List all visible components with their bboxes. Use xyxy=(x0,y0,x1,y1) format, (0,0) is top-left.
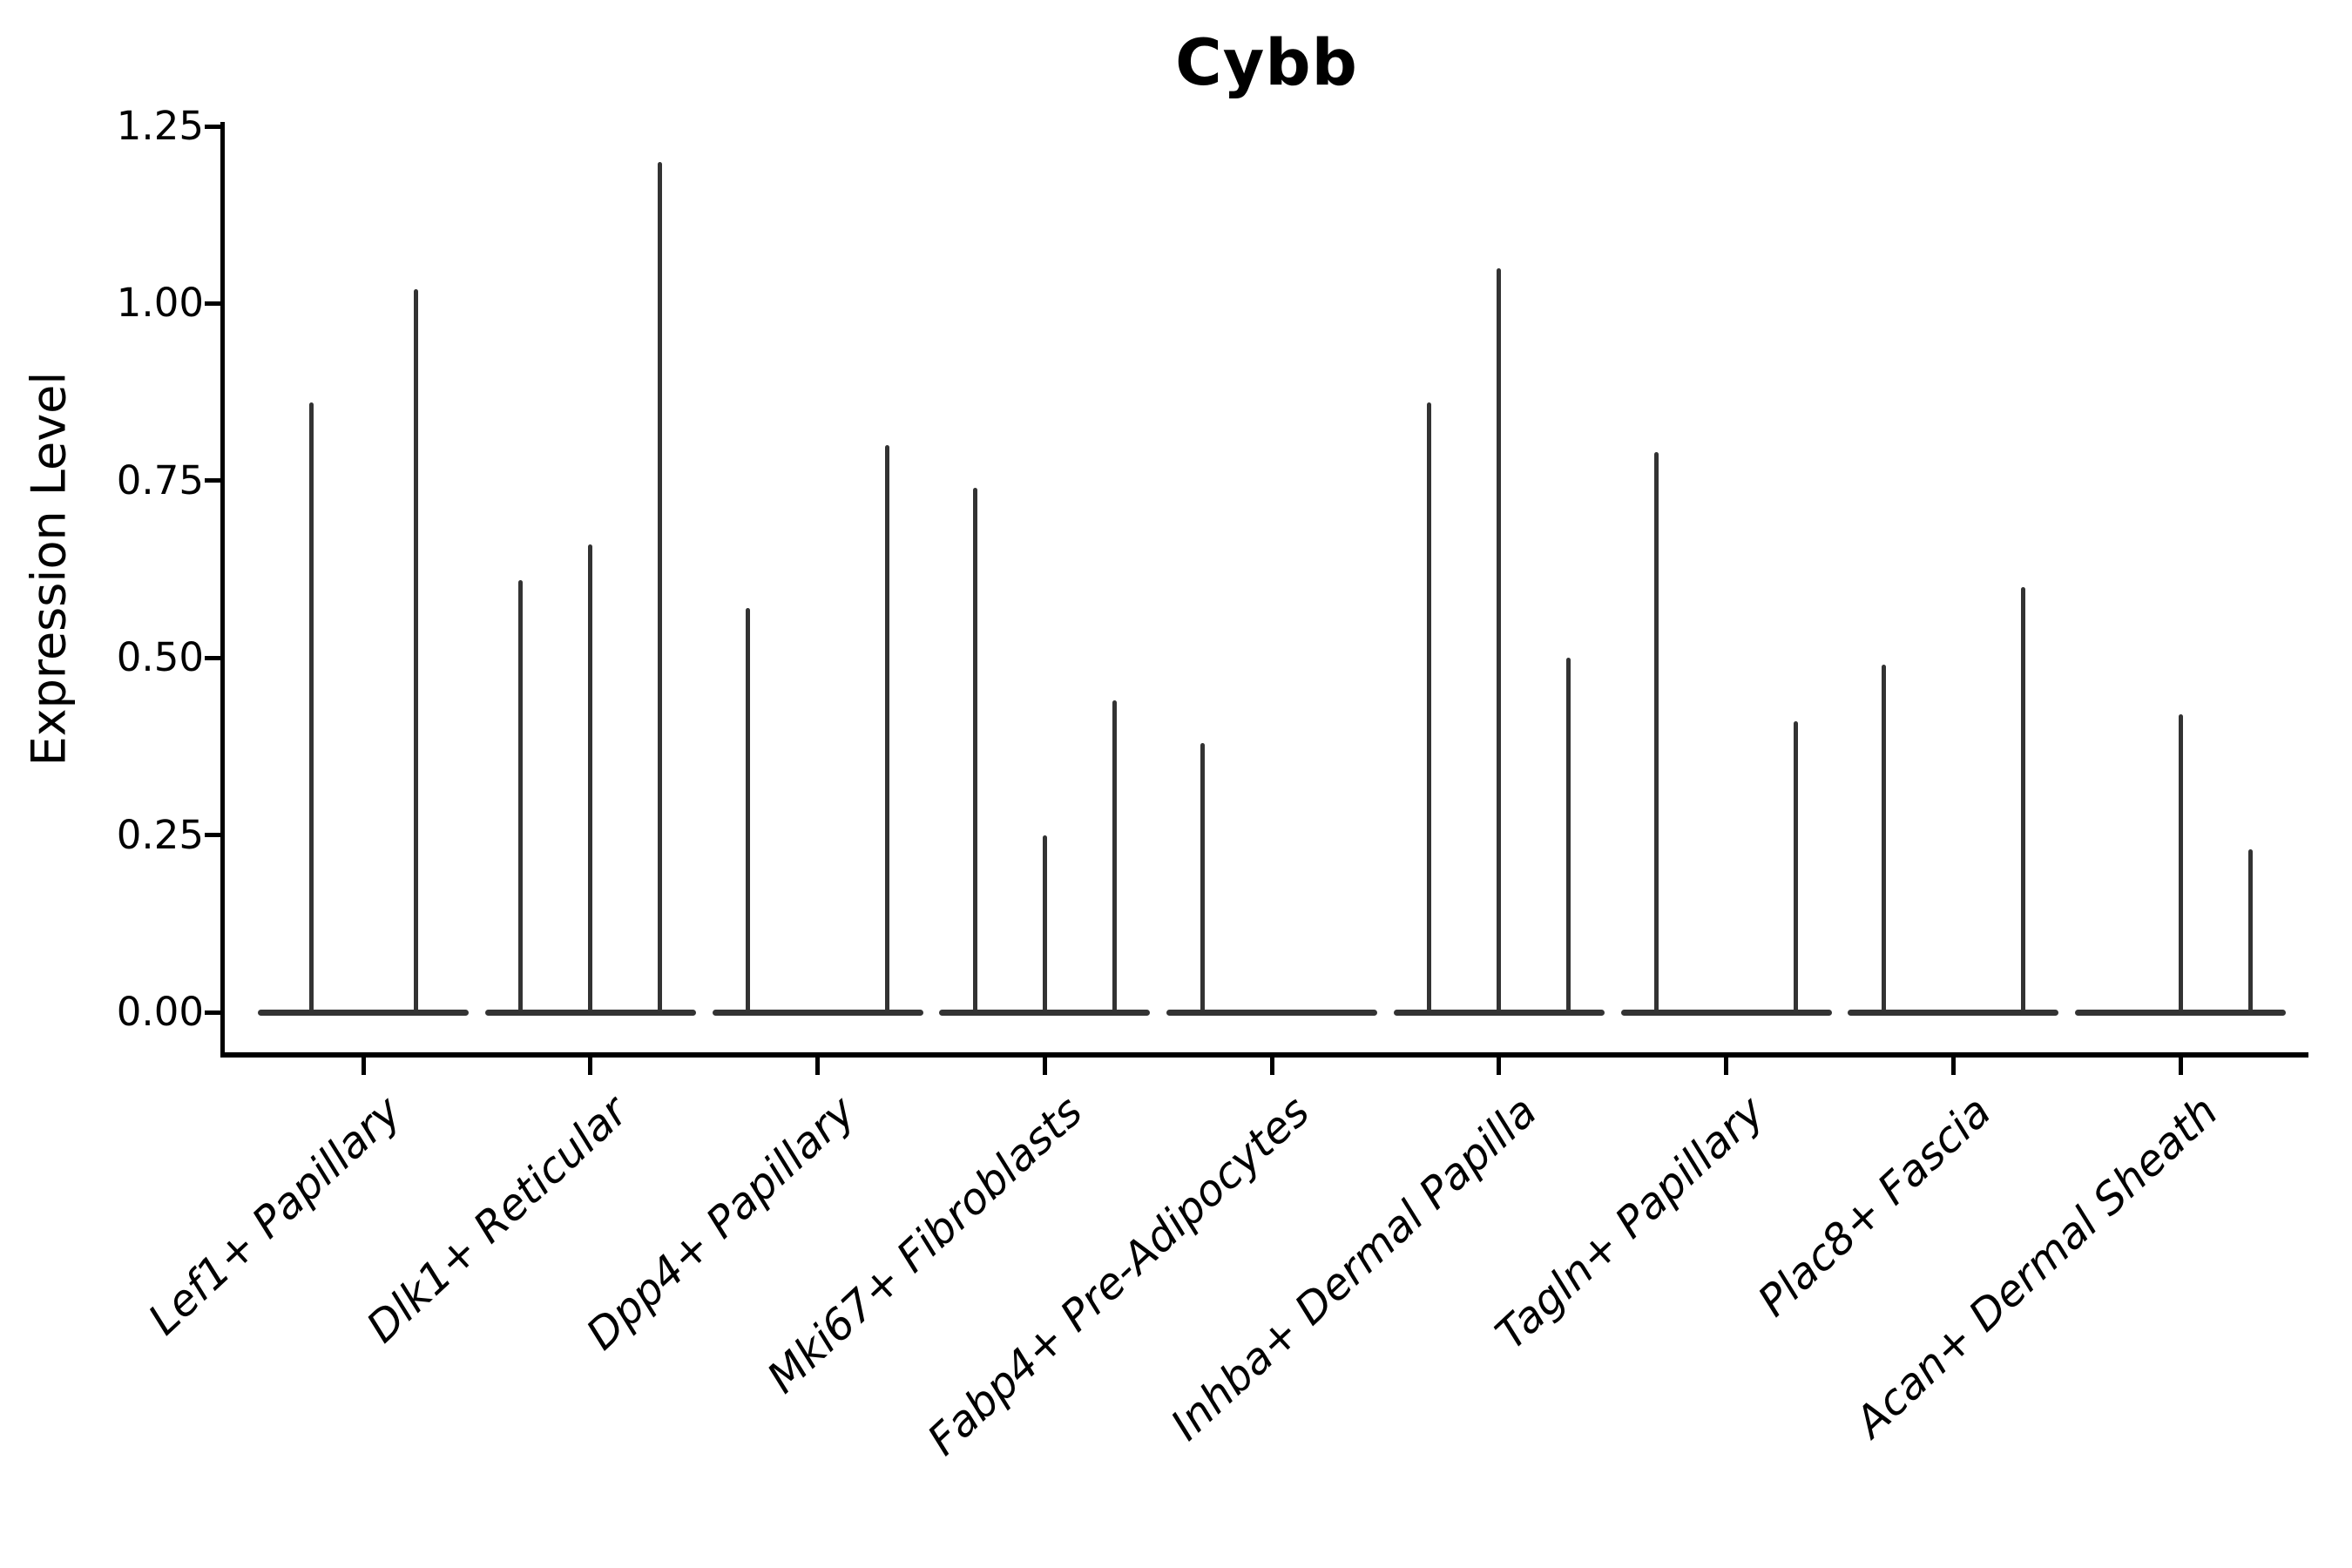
violin-baseline xyxy=(712,1009,923,1016)
y-tick-label: 0.25 xyxy=(116,811,204,858)
violin-spike xyxy=(588,544,593,1016)
violin-spike xyxy=(2020,586,2025,1016)
violin-baseline xyxy=(1620,1009,1832,1016)
violin-spike xyxy=(1427,402,1432,1016)
violin-spike xyxy=(1794,721,1798,1016)
violin-spike xyxy=(2178,714,2183,1016)
violin-baseline xyxy=(1166,1009,1377,1016)
x-tick-label: Inhba+ Dermal Papilla xyxy=(1161,1086,1546,1450)
x-tick-mark xyxy=(1042,1052,1047,1075)
violin-spike xyxy=(1881,665,1886,1016)
violin-spike xyxy=(972,487,977,1016)
x-axis-spine xyxy=(220,1052,2308,1058)
y-axis-label: Expression Level xyxy=(21,371,77,767)
violin-spike xyxy=(1566,658,1571,1016)
y-axis-spine xyxy=(220,122,225,1058)
y-tick-label: 0.50 xyxy=(116,634,204,681)
y-tick-mark xyxy=(205,833,220,838)
x-tick-mark xyxy=(588,1052,593,1075)
x-tick-label: Plac8+ Fascia xyxy=(1748,1086,2001,1327)
x-tick-mark xyxy=(1724,1052,1728,1075)
x-tick-mark xyxy=(1950,1052,1956,1075)
y-tick-mark xyxy=(205,478,220,483)
violin-baseline xyxy=(258,1009,469,1016)
violin-spike xyxy=(2247,848,2253,1016)
violin-spike xyxy=(308,402,314,1016)
y-tick-mark xyxy=(205,301,220,306)
violin-baseline xyxy=(1848,1009,2059,1016)
x-tick-mark xyxy=(2178,1052,2183,1075)
violin-spike xyxy=(413,289,418,1016)
x-tick-label: Acan+ Dermal Sheath xyxy=(1846,1086,2228,1448)
x-tick-mark xyxy=(815,1052,820,1075)
violin-spike xyxy=(1200,742,1205,1016)
x-tick-mark xyxy=(1497,1052,1502,1075)
violin-spike xyxy=(885,445,889,1016)
chart-title: Cybb xyxy=(1175,26,1358,100)
y-tick-label: 1.00 xyxy=(116,280,204,327)
x-tick-label: Fabp4+ Pre-Adipocytes xyxy=(918,1086,1320,1465)
y-tick-mark xyxy=(205,1010,220,1015)
violin-spike xyxy=(1042,835,1047,1016)
violin-spike xyxy=(518,579,524,1016)
violin-spike xyxy=(746,608,750,1016)
violin-spike xyxy=(1654,452,1659,1016)
x-tick-mark xyxy=(1269,1052,1274,1075)
y-tick-mark xyxy=(205,655,220,660)
y-tick-mark xyxy=(205,124,220,129)
y-tick-label: 1.25 xyxy=(116,103,204,149)
violin-spike xyxy=(1112,700,1117,1016)
violin-spike xyxy=(658,161,663,1016)
violin-spike xyxy=(1497,267,1502,1016)
y-tick-label: 0.75 xyxy=(116,456,204,504)
x-tick-mark xyxy=(361,1052,366,1075)
y-tick-label: 0.00 xyxy=(116,989,204,1035)
